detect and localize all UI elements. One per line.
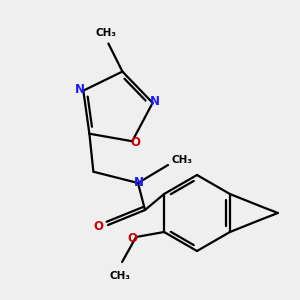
Text: O: O	[127, 232, 137, 244]
Text: N: N	[75, 83, 85, 96]
Text: N: N	[150, 95, 160, 108]
Text: O: O	[130, 136, 140, 149]
Text: CH₃: CH₃	[172, 155, 193, 165]
Text: N: N	[134, 176, 144, 188]
Text: O: O	[93, 220, 103, 232]
Text: CH₃: CH₃	[110, 271, 130, 281]
Text: CH₃: CH₃	[96, 28, 117, 38]
